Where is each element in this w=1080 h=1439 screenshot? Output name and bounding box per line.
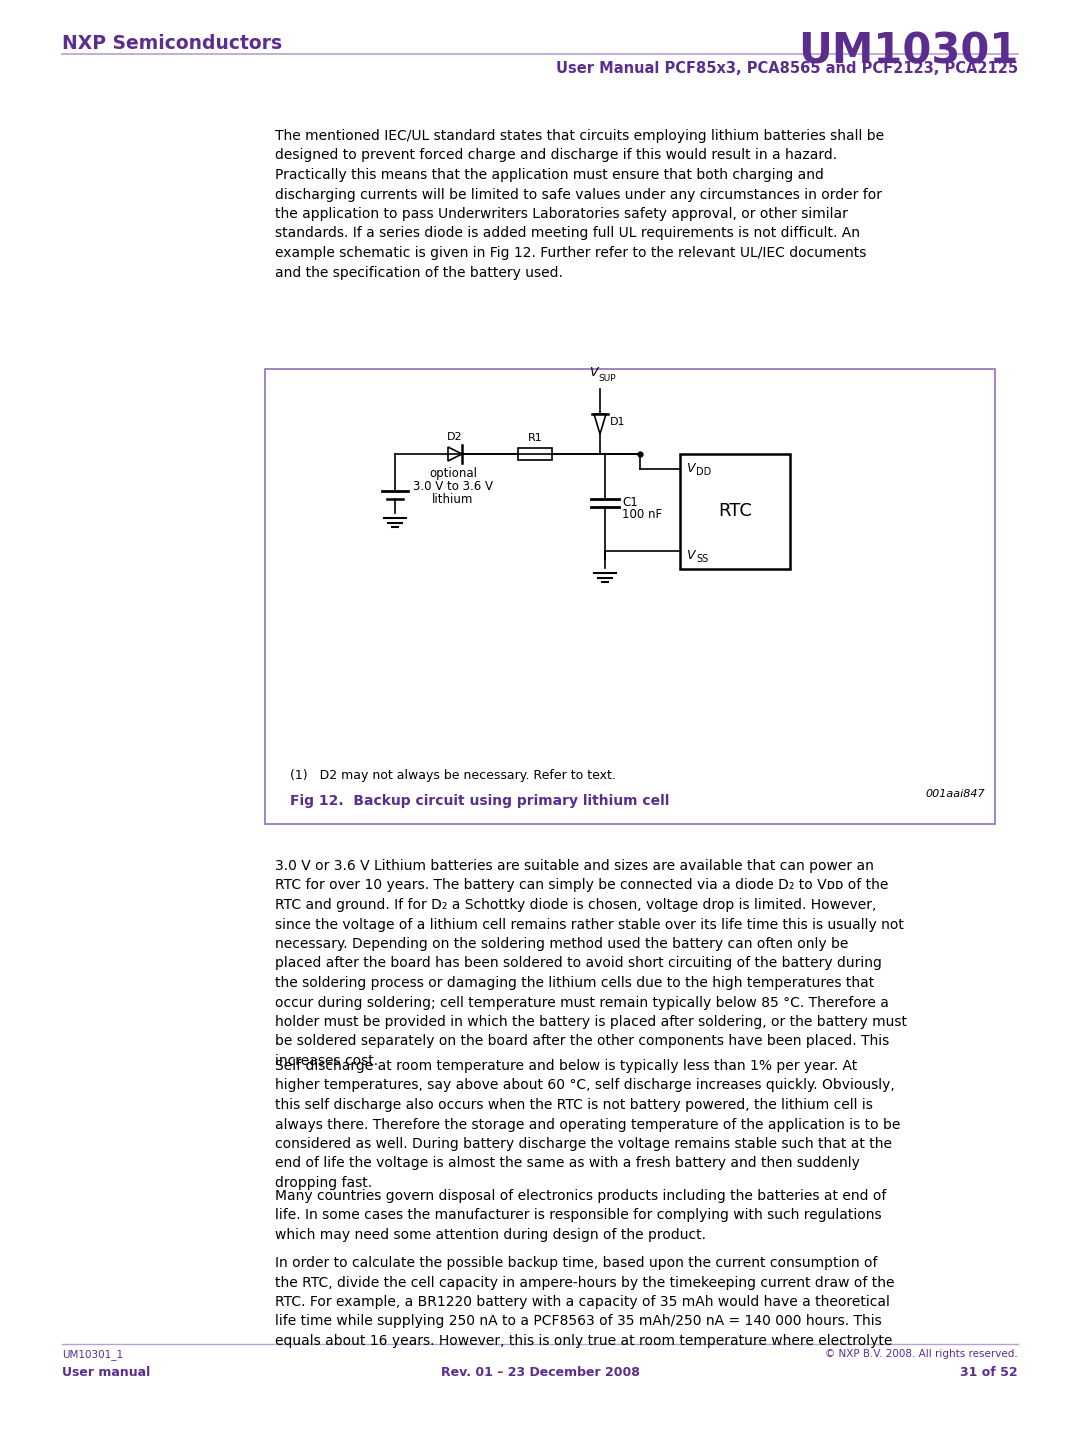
Text: C1: C1 [622, 496, 638, 509]
Text: SUP: SUP [598, 374, 616, 383]
Bar [265, 368, 995, 825]
Text: lithium: lithium [432, 494, 474, 507]
Text: NXP Semiconductors: NXP Semiconductors [62, 35, 282, 53]
Text: V: V [686, 550, 694, 563]
Text: Rev. 01 – 23 December 2008: Rev. 01 – 23 December 2008 [441, 1366, 639, 1379]
Text: D2: D2 [447, 432, 463, 442]
Text: The mentioned IEC/UL standard states that circuits employing lithium batteries s: The mentioned IEC/UL standard states tha… [275, 130, 885, 279]
Text: UM10301: UM10301 [798, 32, 1018, 73]
Text: 3.0 V or 3.6 V Lithium batteries are suitable and sizes are available that can p: 3.0 V or 3.6 V Lithium batteries are sui… [275, 859, 907, 1068]
Text: R1: R1 [528, 433, 542, 443]
Text: D1: D1 [610, 417, 625, 427]
Text: UM10301_1: UM10301_1 [62, 1348, 123, 1360]
Text: Fig 12.  Backup circuit using primary lithium cell: Fig 12. Backup circuit using primary lit… [291, 794, 670, 809]
Text: In order to calculate the possible backup time, based upon the current consumpti: In order to calculate the possible backu… [275, 1256, 894, 1348]
Text: V: V [590, 366, 598, 378]
Text: RTC: RTC [718, 502, 752, 521]
Text: User Manual PCF85x3, PCA8565 and PCF2123, PCA2125: User Manual PCF85x3, PCA8565 and PCF2123… [556, 60, 1018, 76]
Text: © NXP B.V. 2008. All rights reserved.: © NXP B.V. 2008. All rights reserved. [825, 1348, 1018, 1358]
Text: DD: DD [696, 468, 712, 476]
Text: Many countries govern disposal of electronics products including the batteries a: Many countries govern disposal of electr… [275, 1189, 887, 1242]
Text: 31 of 52: 31 of 52 [960, 1366, 1018, 1379]
Text: optional: optional [429, 468, 477, 481]
Bar [680, 453, 789, 568]
Text: User manual: User manual [62, 1366, 150, 1379]
Text: SS: SS [696, 554, 708, 564]
Bar [518, 448, 552, 460]
Text: Self discharge at room temperature and below is typically less than 1% per year.: Self discharge at room temperature and b… [275, 1059, 901, 1190]
Text: V: V [686, 462, 694, 475]
Text: (1)   D2 may not always be necessary. Refer to text.: (1) D2 may not always be necessary. Refe… [291, 768, 616, 781]
Text: 100 nF: 100 nF [622, 508, 662, 521]
Text: 001aai847: 001aai847 [926, 789, 985, 799]
Text: 3.0 V to 3.6 V: 3.0 V to 3.6 V [413, 481, 492, 494]
